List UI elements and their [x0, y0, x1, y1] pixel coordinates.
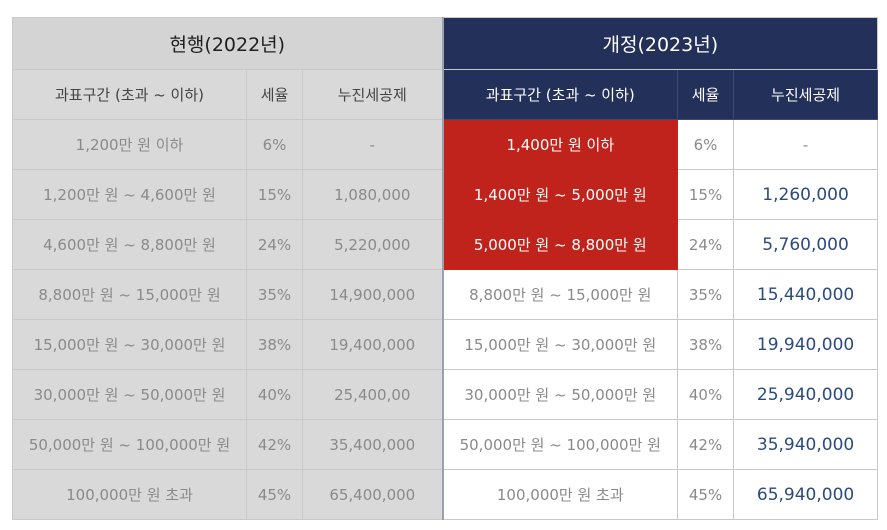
revised-rate: 40% — [677, 369, 735, 420]
table-row: 15,000만 원 ~ 30,000만 원 38% 19,400,000 15,… — [12, 319, 879, 370]
current-rate: 15% — [246, 169, 303, 220]
revised-deduction: 5,760,000 — [733, 219, 879, 270]
current-bracket: 100,000만 원 초과 — [12, 469, 247, 520]
table-row: 4,600만 원 ~ 8,800만 원 24% 5,220,000 5,000만… — [12, 219, 879, 270]
current-bracket: 30,000만 원 ~ 50,000만 원 — [12, 369, 247, 420]
current-rate: 45% — [246, 469, 303, 520]
current-bracket: 8,800만 원 ~ 15,000만 원 — [12, 269, 247, 320]
tax-bracket-table: 현행(2022년) 개정(2023년) 과표구간 (초과 ~ 이하) 세율 누진… — [11, 17, 879, 520]
table-row: 1,200만 원 ~ 4,600만 원 15% 1,080,000 1,400만… — [12, 169, 879, 220]
current-rate: 40% — [246, 369, 303, 420]
revised-rate: 15% — [677, 169, 735, 220]
current-rate: 6% — [246, 119, 303, 170]
revised-bracket: 1,400만 원 ~ 5,000만 원 — [441, 169, 679, 220]
revised-rate: 6% — [677, 119, 735, 170]
revised-deduction: 19,940,000 — [733, 319, 879, 370]
current-rate: 42% — [246, 419, 303, 470]
current-bracket: 1,200만 원 이하 — [12, 119, 247, 170]
current-deduction: 65,400,000 — [301, 469, 444, 520]
table-row: 1,200만 원 이하 6% - 1,400만 원 이하 6% - — [12, 119, 879, 170]
revised-deduction: 65,940,000 — [733, 469, 879, 520]
current-rate: 38% — [246, 319, 303, 370]
current-deduction: 19,400,000 — [301, 319, 444, 370]
revised-deduction: 25,940,000 — [733, 369, 879, 420]
revised-bracket: 8,800만 원 ~ 15,000만 원 — [441, 269, 679, 320]
revised-deduction: 1,260,000 — [733, 169, 879, 220]
revised-bracket: 100,000만 원 초과 — [441, 469, 679, 520]
revised-rate: 38% — [677, 319, 735, 370]
revised-bracket-header: 과표구간 (초과 ~ 이하) — [441, 69, 679, 120]
current-bracket: 4,600만 원 ~ 8,800만 원 — [12, 219, 247, 270]
revised-bracket: 15,000만 원 ~ 30,000만 원 — [441, 319, 679, 370]
revised-deduction-header: 누진세공제 — [733, 69, 879, 120]
current-bracket: 1,200만 원 ~ 4,600만 원 — [12, 169, 247, 220]
revised-bracket: 50,000만 원 ~ 100,000만 원 — [441, 419, 679, 470]
current-deduction: 25,400,00 — [301, 369, 444, 420]
current-deduction-header: 누진세공제 — [301, 69, 444, 120]
current-deduction: 35,400,000 — [301, 419, 444, 470]
current-rate: 35% — [246, 269, 303, 320]
revised-bracket: 1,400만 원 이하 — [441, 119, 679, 170]
current-deduction: 14,900,000 — [301, 269, 444, 320]
table-row: 100,000만 원 초과 45% 65,400,000 100,000만 원 … — [12, 469, 879, 520]
revised-deduction: 15,440,000 — [733, 269, 879, 320]
table-row: 30,000만 원 ~ 50,000만 원 40% 25,400,00 30,0… — [12, 369, 879, 420]
revised-bracket: 30,000만 원 ~ 50,000만 원 — [441, 369, 679, 420]
current-deduction: 1,080,000 — [301, 169, 444, 220]
revised-rate: 35% — [677, 269, 735, 320]
revised-deduction: 35,940,000 — [733, 419, 879, 470]
tax-rate-comparison: 현행(2022년) 개정(2023년) 과표구간 (초과 ~ 이하) 세율 누진… — [11, 17, 879, 520]
revised-title: 개정(2023년) — [441, 17, 879, 70]
current-bracket: 50,000만 원 ~ 100,000만 원 — [12, 419, 247, 470]
revised-rate: 24% — [677, 219, 735, 270]
revised-rate: 42% — [677, 419, 735, 470]
revised-bracket: 5,000만 원 ~ 8,800만 원 — [441, 219, 679, 270]
table-row: 8,800만 원 ~ 15,000만 원 35% 14,900,000 8,80… — [12, 269, 879, 320]
current-deduction: - — [301, 119, 444, 170]
table-row: 50,000만 원 ~ 100,000만 원 42% 35,400,000 50… — [12, 419, 879, 470]
current-rate-header: 세율 — [246, 69, 303, 120]
current-title: 현행(2022년) — [11, 17, 444, 70]
current-bracket: 15,000만 원 ~ 30,000만 원 — [12, 319, 247, 370]
current-rate: 24% — [246, 219, 303, 270]
current-deduction: 5,220,000 — [301, 219, 444, 270]
revised-rate: 45% — [677, 469, 735, 520]
current-bracket-header: 과표구간 (초과 ~ 이하) — [12, 69, 247, 120]
revised-rate-header: 세율 — [677, 69, 735, 120]
revised-deduction: - — [733, 119, 879, 170]
